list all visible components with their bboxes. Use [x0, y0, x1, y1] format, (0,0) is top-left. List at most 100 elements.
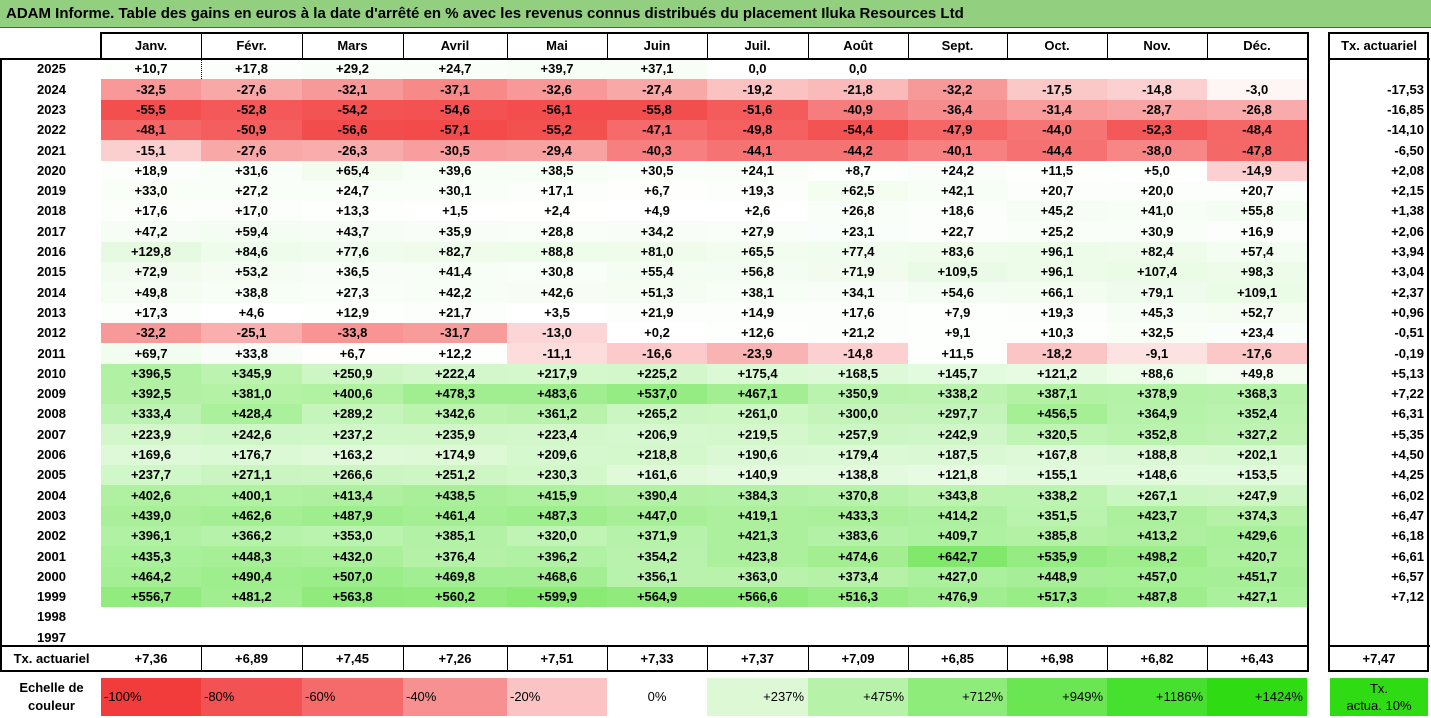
- gain-cell[interactable]: +109,5: [908, 262, 1007, 282]
- gain-cell[interactable]: +24,2: [908, 161, 1007, 181]
- gain-cell[interactable]: [707, 627, 808, 648]
- gain-cell[interactable]: +36,5: [302, 262, 403, 282]
- gain-cell[interactable]: +55,4: [607, 262, 707, 282]
- gain-cell[interactable]: -32,2: [908, 79, 1007, 100]
- gain-cell[interactable]: +390,4: [607, 485, 707, 506]
- gain-cell[interactable]: +267,1: [1107, 485, 1207, 506]
- gain-cell[interactable]: +49,8: [1207, 364, 1307, 384]
- gain-cell[interactable]: [302, 627, 403, 648]
- gain-cell[interactable]: -48,4: [1207, 120, 1307, 140]
- gain-cell[interactable]: +84,6: [201, 242, 302, 262]
- gain-cell[interactable]: +384,3: [707, 485, 808, 506]
- gain-cell[interactable]: -17,5: [1007, 79, 1107, 100]
- gain-cell[interactable]: +34,2: [607, 221, 707, 242]
- gain-cell[interactable]: -32,2: [101, 323, 201, 343]
- gain-cell[interactable]: +42,6: [507, 282, 607, 303]
- gain-cell[interactable]: +82,7: [403, 242, 507, 262]
- gain-cell[interactable]: [1207, 607, 1307, 627]
- gain-cell[interactable]: -19,2: [707, 79, 808, 100]
- gain-cell[interactable]: +79,1: [1107, 282, 1207, 303]
- gain-cell[interactable]: +423,7: [1107, 506, 1207, 526]
- gain-cell[interactable]: +354,2: [607, 546, 707, 567]
- gain-cell[interactable]: +59,4: [201, 221, 302, 242]
- gain-cell[interactable]: +16,9: [1207, 221, 1307, 242]
- gain-cell[interactable]: +289,2: [302, 404, 403, 424]
- gain-cell[interactable]: +53,2: [201, 262, 302, 282]
- gain-cell[interactable]: +1,5: [403, 201, 507, 221]
- gain-cell[interactable]: +392,5: [101, 384, 201, 404]
- gain-cell[interactable]: [302, 607, 403, 627]
- gain-cell[interactable]: +65,4: [302, 161, 403, 181]
- gain-cell[interactable]: +77,4: [808, 242, 908, 262]
- gain-cell[interactable]: +38,8: [201, 282, 302, 303]
- gain-cell[interactable]: +265,2: [607, 404, 707, 424]
- gain-cell[interactable]: -3,0: [1207, 79, 1307, 100]
- gain-cell[interactable]: +81,0: [607, 242, 707, 262]
- gain-cell[interactable]: +223,9: [101, 424, 201, 445]
- gain-cell[interactable]: [908, 59, 1007, 79]
- gain-cell[interactable]: +535,9: [1007, 546, 1107, 567]
- gain-cell[interactable]: +343,8: [908, 485, 1007, 506]
- gain-cell[interactable]: +51,3: [607, 282, 707, 303]
- gain-cell[interactable]: +320,5: [1007, 424, 1107, 445]
- gain-cell[interactable]: +56,8: [707, 262, 808, 282]
- gain-cell[interactable]: -56,1: [507, 100, 607, 120]
- gain-cell[interactable]: +6,7: [302, 343, 403, 364]
- gain-cell[interactable]: +218,8: [607, 445, 707, 465]
- gain-cell[interactable]: -32,6: [507, 79, 607, 100]
- gain-cell[interactable]: -23,9: [707, 343, 808, 364]
- gain-cell[interactable]: +0,2: [607, 323, 707, 343]
- gain-cell[interactable]: -11,1: [507, 343, 607, 364]
- gain-cell[interactable]: -26,3: [302, 140, 403, 161]
- gain-cell[interactable]: +41,4: [403, 262, 507, 282]
- gain-cell[interactable]: +55,8: [1207, 201, 1307, 221]
- gain-cell[interactable]: +517,3: [1007, 587, 1107, 607]
- gain-cell[interactable]: +385,1: [403, 526, 507, 546]
- gain-cell[interactable]: +190,6: [707, 445, 808, 465]
- gain-cell[interactable]: +161,6: [607, 465, 707, 485]
- gain-cell[interactable]: +57,4: [1207, 242, 1307, 262]
- gain-cell[interactable]: -38,0: [1107, 140, 1207, 161]
- gain-cell[interactable]: +138,8: [808, 465, 908, 485]
- gain-cell[interactable]: +498,2: [1107, 546, 1207, 567]
- gain-cell[interactable]: +387,1: [1007, 384, 1107, 404]
- gain-cell[interactable]: +66,1: [1007, 282, 1107, 303]
- gain-cell[interactable]: +21,7: [403, 303, 507, 323]
- gain-cell[interactable]: [403, 627, 507, 648]
- gain-cell[interactable]: +167,8: [1007, 445, 1107, 465]
- gain-cell[interactable]: +17,1: [507, 181, 607, 201]
- gain-cell[interactable]: +257,9: [808, 424, 908, 445]
- gain-cell[interactable]: +5,0: [1107, 161, 1207, 181]
- gain-cell[interactable]: +23,4: [1207, 323, 1307, 343]
- gain-cell[interactable]: +468,6: [507, 567, 607, 587]
- gain-cell[interactable]: -49,8: [707, 120, 808, 140]
- gain-cell[interactable]: +599,9: [507, 587, 607, 607]
- gain-cell[interactable]: +266,6: [302, 465, 403, 485]
- gain-cell[interactable]: +13,3: [302, 201, 403, 221]
- gain-cell[interactable]: +481,2: [201, 587, 302, 607]
- gain-cell[interactable]: +563,8: [302, 587, 403, 607]
- gain-cell[interactable]: +435,3: [101, 546, 201, 567]
- gain-cell[interactable]: +45,2: [1007, 201, 1107, 221]
- gain-cell[interactable]: +338,2: [1007, 485, 1107, 506]
- gain-cell[interactable]: +400,6: [302, 384, 403, 404]
- gain-cell[interactable]: -55,8: [607, 100, 707, 120]
- gain-cell[interactable]: +38,1: [707, 282, 808, 303]
- gain-cell[interactable]: -54,4: [808, 120, 908, 140]
- gain-cell[interactable]: +237,7: [101, 465, 201, 485]
- gain-cell[interactable]: +413,4: [302, 485, 403, 506]
- gain-cell[interactable]: 0,0: [808, 59, 908, 79]
- gain-cell[interactable]: [1207, 59, 1307, 79]
- gain-cell[interactable]: +385,8: [1007, 526, 1107, 546]
- gain-cell[interactable]: +4,6: [201, 303, 302, 323]
- gain-cell[interactable]: +428,4: [201, 404, 302, 424]
- gain-cell[interactable]: -44,0: [1007, 120, 1107, 140]
- gain-cell[interactable]: +371,9: [607, 526, 707, 546]
- gain-cell[interactable]: +69,7: [101, 343, 201, 364]
- gain-cell[interactable]: +23,1: [808, 221, 908, 242]
- gain-cell[interactable]: -18,2: [1007, 343, 1107, 364]
- gain-cell[interactable]: +96,1: [1007, 242, 1107, 262]
- gain-cell[interactable]: +18,9: [101, 161, 201, 181]
- gain-cell[interactable]: [101, 627, 201, 648]
- gain-cell[interactable]: +400,1: [201, 485, 302, 506]
